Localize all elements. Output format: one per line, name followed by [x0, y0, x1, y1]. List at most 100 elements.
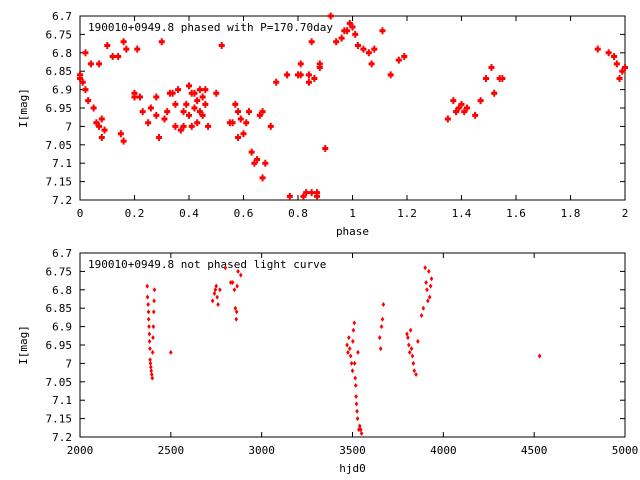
data-point — [355, 416, 360, 422]
data-point — [90, 104, 97, 112]
y-axis-label: I[mag] — [17, 325, 30, 365]
data-point — [365, 49, 372, 57]
data-point — [115, 52, 122, 60]
data-point — [169, 349, 173, 355]
chart-panel-2: 2000 2500 3000 3500 4000 4500 5000 6.7 6.75 6.8 6.… — [17, 247, 638, 475]
x-tick-label: 0.6 — [234, 207, 254, 220]
y-tick-label: 7.1 — [52, 157, 72, 170]
data-point — [152, 287, 157, 293]
y-tick-label: 6.8 — [52, 284, 72, 297]
data-point — [96, 60, 103, 68]
data-point — [96, 122, 103, 130]
data-point — [147, 324, 151, 330]
data-point — [347, 335, 351, 341]
data-point — [169, 89, 176, 97]
data-point — [395, 56, 402, 64]
data-point — [297, 60, 304, 68]
data-point — [85, 97, 92, 105]
data-point — [134, 45, 141, 53]
data-point — [212, 290, 217, 296]
data-point — [234, 309, 239, 315]
data-point — [148, 346, 152, 352]
data-point — [123, 45, 130, 53]
y-tick-label: 7.1 — [52, 394, 72, 407]
data-point — [450, 97, 457, 105]
data-point — [401, 52, 408, 60]
data-point — [380, 316, 385, 322]
data-point — [232, 100, 239, 108]
data-point — [236, 268, 240, 274]
y-tick-label: 7.15 — [46, 176, 73, 189]
data-point — [354, 41, 361, 49]
y-tick-label: 7.05 — [46, 139, 73, 152]
data-point — [218, 287, 222, 293]
x-tick-label: 4000 — [430, 444, 457, 457]
data-point — [352, 30, 359, 38]
data-point — [379, 27, 386, 35]
x-axis-label: phase — [336, 225, 369, 238]
data-point — [151, 335, 155, 341]
data-point — [349, 23, 356, 31]
data-point — [254, 156, 261, 164]
data-point — [233, 305, 238, 311]
data-point — [354, 401, 359, 407]
data-point — [371, 45, 378, 53]
data-point — [333, 38, 340, 46]
data-point — [305, 78, 312, 86]
data-point — [158, 38, 165, 46]
data-point — [146, 316, 151, 322]
data-point — [117, 130, 124, 138]
data-point — [146, 302, 150, 308]
data-point — [235, 108, 242, 116]
data-point — [259, 108, 266, 116]
data-point — [347, 346, 352, 352]
data-point — [424, 279, 428, 285]
data-point — [444, 115, 451, 123]
data-point — [87, 60, 94, 68]
x-tick-label: 1 — [349, 207, 356, 220]
data-point — [218, 41, 225, 49]
y-tick-label: 7.15 — [46, 413, 73, 426]
data-point — [327, 12, 334, 20]
data-point — [79, 78, 86, 86]
data-point — [228, 279, 233, 285]
data-point — [238, 272, 243, 278]
y-tick-label: 7.2 — [52, 431, 72, 444]
data-point — [613, 60, 620, 68]
data-point — [308, 189, 315, 197]
data-point — [429, 276, 434, 282]
data-point — [427, 294, 432, 300]
y-axis-label: I[mag] — [17, 88, 30, 128]
data-point — [147, 104, 154, 112]
data-point — [150, 349, 155, 355]
x-tick-label: 0.4 — [179, 207, 199, 220]
data-point — [180, 108, 187, 116]
data-point — [426, 298, 430, 304]
data-point — [77, 75, 83, 83]
data-point — [351, 338, 355, 344]
data-point — [352, 360, 357, 366]
data-point — [594, 45, 601, 53]
data-point — [196, 108, 203, 116]
data-point — [406, 335, 410, 341]
data-point — [175, 86, 182, 94]
data-point — [153, 93, 160, 101]
data-point — [368, 60, 375, 68]
data-point — [411, 360, 416, 366]
y-tick-label: 7 — [65, 120, 72, 133]
data-point — [488, 64, 495, 72]
data-point — [338, 34, 345, 42]
x-tick-label: 2500 — [158, 444, 185, 457]
data-point — [120, 38, 127, 46]
data-point — [611, 52, 618, 60]
x-tick-label: 1.8 — [561, 207, 581, 220]
data-point — [245, 108, 252, 116]
x-tick-label: 3000 — [248, 444, 275, 457]
data-point — [215, 294, 219, 300]
data-point — [230, 279, 235, 285]
y-tick-label: 6.95 — [46, 102, 73, 115]
data-point — [419, 313, 424, 319]
data-points — [145, 265, 542, 436]
data-point — [139, 108, 146, 116]
data-point — [191, 104, 198, 112]
